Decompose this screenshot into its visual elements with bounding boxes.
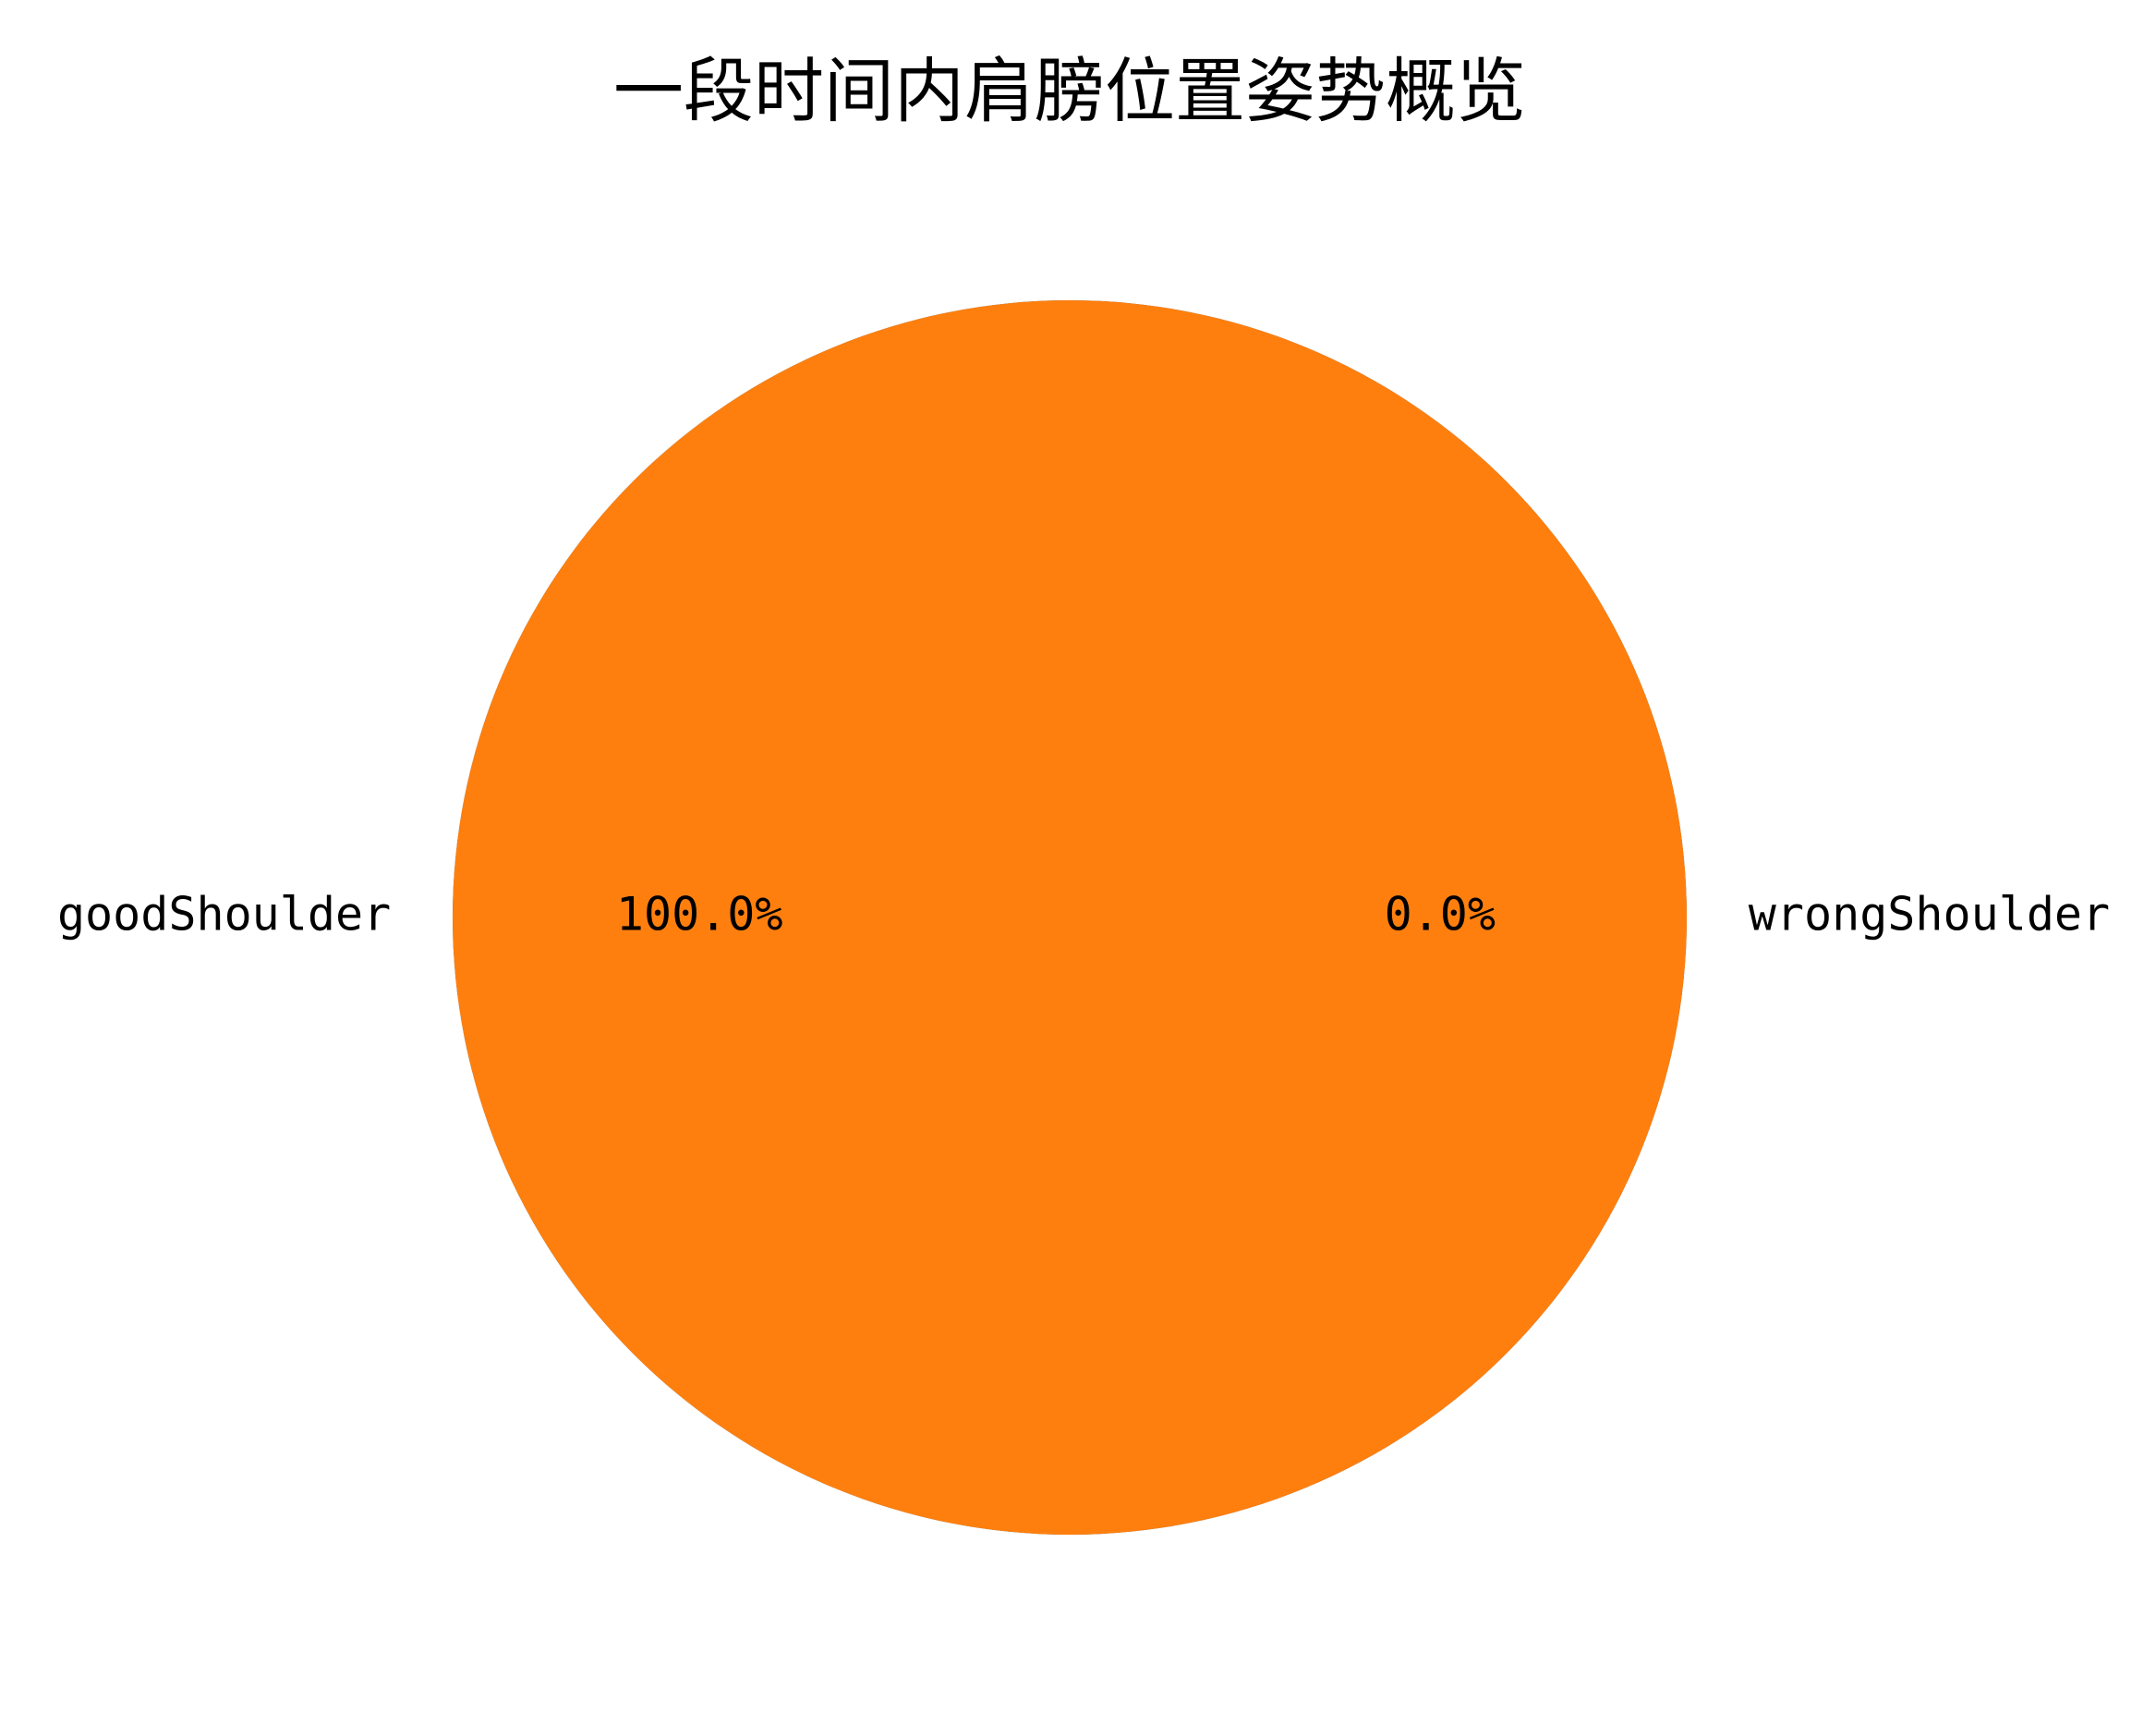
slice-label-goodShoulder: goodShoulder <box>57 888 391 941</box>
pie-disk <box>453 300 1687 1535</box>
slice-pct-goodShoulder: 100.0% <box>616 888 783 941</box>
chart-title: 一段时间内肩膀位置姿势概览 <box>613 50 1526 132</box>
pie-labels: goodShoulder 100.0% wrongShoulder 0.0% <box>57 888 2110 941</box>
slice-pct-wrongShoulder: 0.0% <box>1385 888 1496 941</box>
pie-slices <box>453 300 1687 1535</box>
slice-label-wrongShoulder: wrongShoulder <box>1749 888 2110 941</box>
